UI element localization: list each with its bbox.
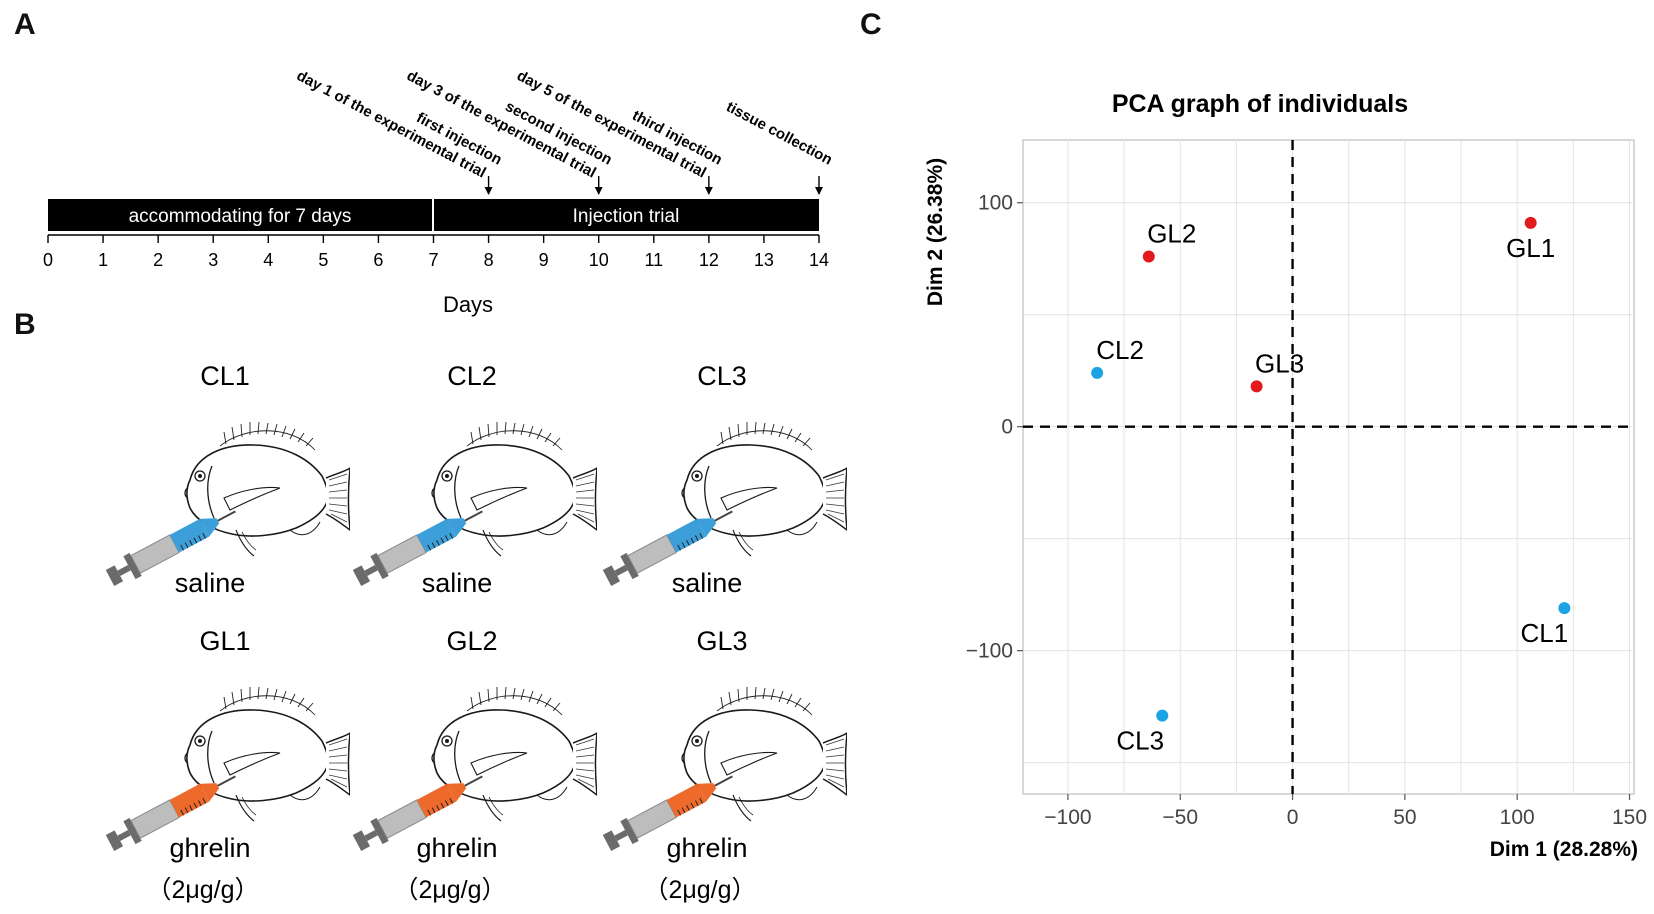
timeline-tick-label: 7 (428, 250, 438, 270)
group-label: GL2 (446, 626, 497, 656)
data-point-cl3 (1156, 709, 1169, 722)
group-cl1: CL1 saline (105, 361, 350, 598)
group-label: CL1 (200, 361, 250, 391)
timeline-tick-label: 9 (539, 250, 549, 270)
fish-illustration (184, 686, 350, 822)
x-axis-ticks: −100 −50 0 50 100 150 (1044, 794, 1647, 829)
dose-label: （2μg/g） (393, 876, 506, 904)
x-tick-label: 150 (1612, 806, 1647, 829)
syringe-icon (352, 510, 483, 586)
timeline-tick-label: 0 (43, 250, 53, 270)
timeline-x-label: Days (443, 292, 493, 317)
point-label: GL3 (1255, 348, 1304, 378)
group-label: CL2 (447, 361, 497, 391)
syringe-icon (105, 775, 236, 851)
zero-lines (1023, 140, 1634, 794)
chart-title: PCA graph of individuals (1112, 90, 1408, 118)
group-label: GL3 (696, 626, 747, 656)
fish-illustration (431, 421, 597, 557)
point-label: GL2 (1147, 218, 1196, 248)
pca-chart: PCA graph of individuals −100 −50 0 50 100 15… (924, 90, 1647, 861)
timeline-tick-label: 13 (754, 250, 774, 270)
accommodation-bar (48, 199, 432, 231)
dose-label: （2μg/g） (643, 876, 756, 904)
dose-label: （2μg/g） (146, 876, 259, 904)
x-tick-label: 50 (1393, 806, 1416, 829)
group-gl3: GL3 ghrelin （2μg/g） (602, 626, 847, 904)
panel-letter-b: B (14, 308, 36, 341)
timeline-tick-label: 4 (263, 250, 273, 270)
panel-letter-a: A (14, 8, 36, 41)
timeline: accommodating for 7 days Injection trial… (43, 67, 835, 317)
group-label: GL1 (199, 626, 250, 656)
panel-letter-c: C (860, 8, 882, 41)
timeline-tick-label: 2 (153, 250, 163, 270)
treatment-label: ghrelin (416, 833, 497, 863)
group-cl3: CL3 saline (602, 361, 847, 598)
y-tick-label: −100 (966, 640, 1013, 663)
point-label: GL1 (1506, 233, 1555, 263)
treatment-label: saline (175, 568, 246, 598)
timeline-tick-label: 14 (809, 250, 829, 270)
data-point-gl1 (1524, 216, 1537, 229)
x-tick-label: −50 (1162, 806, 1198, 829)
event-annotation: tissue collection (723, 98, 835, 168)
treatment-label: saline (422, 568, 493, 598)
data-points: GL1 GL2 GL3 CL1 CL2 CL3 (1091, 216, 1571, 756)
x-axis-label: Dim 1 (28.28%) (1490, 838, 1638, 861)
treatment-label: ghrelin (666, 833, 747, 863)
y-axis-ticks: −100 0 100 (966, 192, 1023, 663)
group-gl1: GL1 ghrelin （2μg/g） (105, 626, 350, 904)
timeline-tick-label: 6 (373, 250, 383, 270)
data-point-cl1 (1558, 602, 1571, 615)
plot-frame (1022, 139, 1635, 795)
syringe-icon (105, 510, 236, 586)
fish-illustration (184, 421, 350, 557)
timeline-tick-label: 5 (318, 250, 328, 270)
point-label: CL2 (1096, 335, 1144, 365)
accommodation-label: accommodating for 7 days (129, 206, 352, 227)
data-point-gl2 (1142, 250, 1155, 263)
event-day-label: day 1 of the experimental trial (294, 67, 489, 181)
fish-illustration (681, 686, 847, 822)
fish-illustration (431, 686, 597, 822)
group-cl2: CL2 saline (352, 361, 597, 598)
point-label: CL3 (1116, 726, 1164, 756)
timeline-ticks: 0 1 2 3 4 5 6 7 8 9 10 11 12 13 14 (43, 235, 829, 270)
timeline-tick-label: 8 (484, 250, 494, 270)
syringe-icon (352, 775, 483, 851)
trial-bar (434, 199, 819, 231)
x-tick-label: 0 (1287, 806, 1299, 829)
data-point-gl3 (1250, 380, 1263, 393)
x-tick-label: 100 (1500, 806, 1535, 829)
x-tick-label: −100 (1044, 806, 1091, 829)
treatment-label: saline (672, 568, 743, 598)
point-label: CL1 (1521, 618, 1569, 648)
timeline-tick-label: 3 (208, 250, 218, 270)
timeline-tick-label: 10 (589, 250, 609, 270)
syringe-icon (602, 775, 733, 851)
trial-label: Injection trial (573, 206, 680, 227)
event-label: tissue collection (723, 98, 835, 168)
treatment-groups: CL1 saline CL2 saline CL3 saline GL1 ghrelin （2μ… (105, 361, 847, 904)
fish-illustration (681, 421, 847, 557)
y-axis-label: Dim 2 (26.38%) (924, 158, 947, 306)
data-point-cl2 (1091, 366, 1104, 379)
group-gl2: GL2 ghrelin （2μg/g） (352, 626, 597, 904)
y-tick-label: 0 (1001, 416, 1013, 439)
treatment-label: ghrelin (169, 833, 250, 863)
syringe-icon (602, 510, 733, 586)
timeline-tick-label: 11 (644, 250, 663, 270)
timeline-tick-label: 1 (98, 250, 108, 270)
group-label: CL3 (697, 361, 747, 391)
y-tick-label: 100 (978, 192, 1013, 215)
timeline-tick-label: 12 (699, 250, 719, 270)
